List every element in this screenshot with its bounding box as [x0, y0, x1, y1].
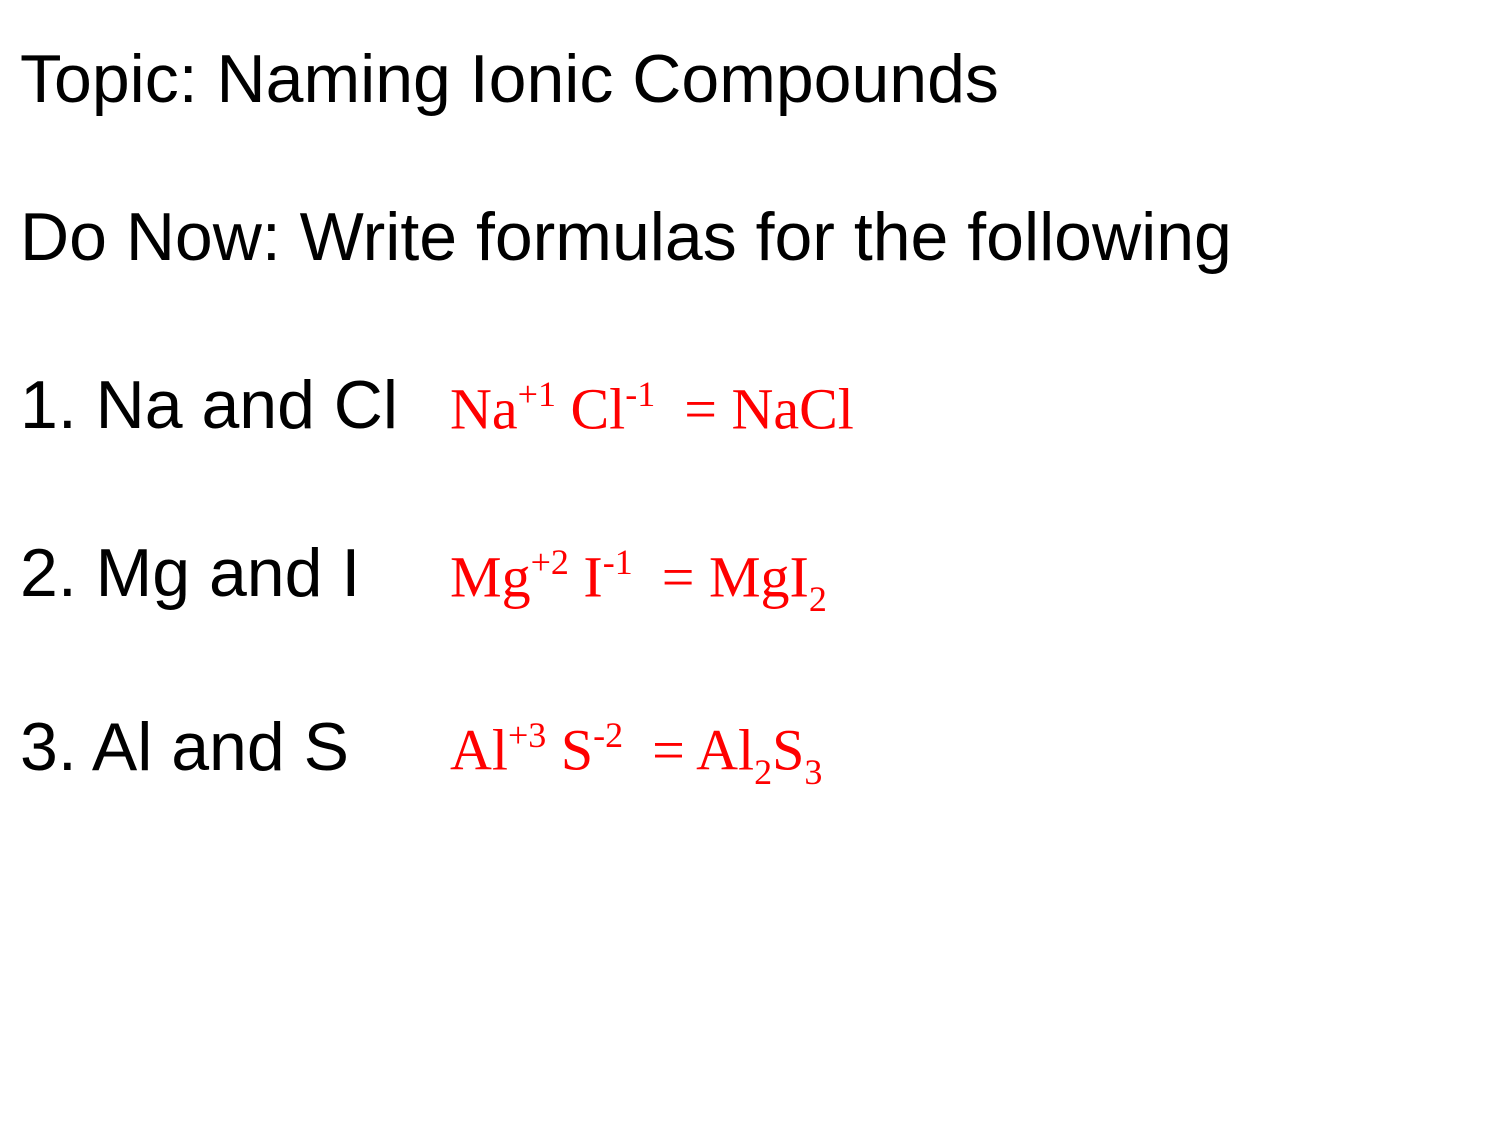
problem-prompt: Al and S: [92, 709, 349, 785]
answer-result-sub2: 3: [804, 752, 822, 792]
problem-number: 2.: [20, 535, 77, 611]
problem-answer-2: Mg+2 I-1 = MgI2: [450, 543, 827, 618]
problem-prompt: Na and Cl: [96, 367, 398, 443]
problem-row-2: 2. Mg and I Mg+2 I-1 = MgI2: [20, 534, 1480, 618]
answer-anion-charge: -1: [625, 374, 655, 414]
answer-cation: Na: [450, 376, 518, 441]
answer-anion-charge: -2: [593, 715, 623, 755]
answer-result-base: MgI: [709, 544, 809, 609]
problem-number: 3.: [20, 709, 77, 785]
answer-cation-charge: +3: [508, 715, 546, 755]
slide-title: Topic: Naming Ionic Compounds: [20, 40, 1480, 118]
answer-cation-charge: +1: [518, 374, 556, 414]
answer-cation: Mg: [450, 544, 531, 609]
problem-number: 1.: [20, 367, 77, 443]
answer-anion-charge: -1: [603, 542, 633, 582]
answer-anion: I: [583, 544, 602, 609]
answer-result-sub1: 2: [754, 752, 772, 792]
answer-result-al: Al: [696, 718, 754, 783]
problem-answer-3: Al+3 S-2 = Al2S3: [450, 716, 822, 791]
answer-result-sub: 2: [809, 579, 827, 619]
problem-label-3: 3. Al and S: [20, 708, 450, 786]
answer-cation-charge: +2: [531, 542, 569, 582]
problem-label-1: 1. Na and Cl: [20, 366, 450, 444]
answer-cation: Al: [450, 718, 508, 783]
answer-anion: S: [561, 718, 593, 783]
answer-anion: Cl: [570, 376, 625, 441]
problem-prompt: Mg and I: [96, 535, 361, 611]
problem-row-1: 1. Na and Cl Na+1 Cl-1 = NaCl: [20, 366, 1480, 444]
problem-row-3: 3. Al and S Al+3 S-2 = Al2S3: [20, 708, 1480, 792]
answer-result: NaCl: [731, 376, 853, 441]
problem-answer-1: Na+1 Cl-1 = NaCl: [450, 375, 854, 442]
problem-label-2: 2. Mg and I: [20, 534, 450, 612]
answer-result-s: S: [772, 718, 804, 783]
do-now-prompt: Do Now: Write formulas for the following: [20, 198, 1480, 276]
